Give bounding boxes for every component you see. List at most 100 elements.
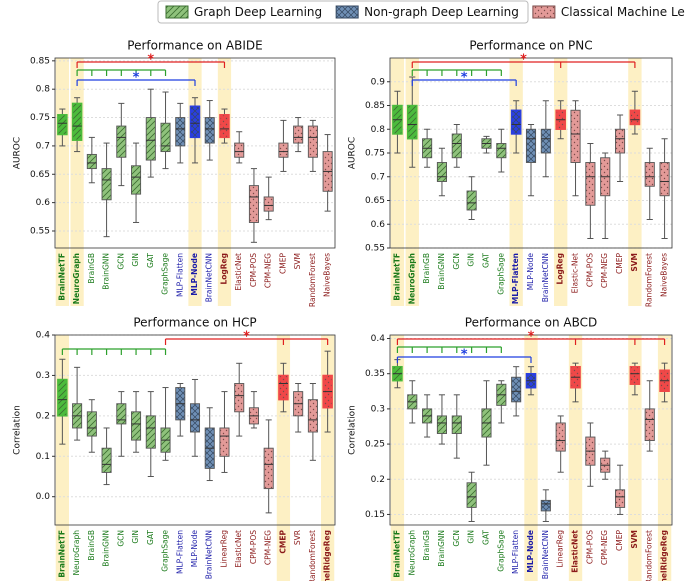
box	[248, 185, 259, 223]
x-tick-label: BrainGNN	[102, 253, 111, 290]
box	[145, 117, 156, 161]
chart-title: Performance on HCP	[133, 316, 256, 330]
y-axis-label: Correlation	[348, 405, 358, 455]
x-tick-label: CPM-POS	[585, 530, 594, 564]
x-tick-label: BrainNetTF	[392, 530, 401, 578]
x-tick-label: CPM-POS	[585, 253, 594, 287]
box	[466, 482, 477, 508]
x-tick-label: GraphSage	[161, 253, 170, 295]
x-tick-label: NaiveBayes	[323, 253, 332, 297]
plot-frame	[54, 57, 336, 249]
y-tick-label: 0.4	[371, 334, 386, 344]
box	[629, 109, 641, 126]
x-tick-label: GCN	[116, 530, 125, 547]
x-tick-label: BrainNetCNN	[205, 253, 214, 302]
x-tick-label: BrainGB	[422, 253, 431, 284]
box	[436, 415, 447, 434]
highlight-band	[390, 335, 405, 581]
box	[629, 365, 641, 385]
y-axis-label: AUROC	[13, 137, 23, 169]
box	[525, 128, 537, 163]
y-tick-label: 0.0	[36, 492, 51, 502]
x-tick-label: NeuroGraph	[407, 253, 416, 304]
x-tick-label: Elastic-Net	[571, 253, 580, 293]
box	[57, 114, 68, 136]
chart-title: Performance on ABIDE	[127, 39, 262, 53]
y-axis-label: AUROC	[348, 137, 358, 169]
x-tick-label: ElasticNet	[571, 530, 580, 573]
box	[71, 102, 83, 141]
y-tick-label: 0.75	[365, 149, 385, 159]
x-tick-label: SVM	[630, 253, 639, 272]
x-tick-label: GIN	[467, 253, 476, 267]
x-tick-label: LinearReg	[219, 530, 228, 568]
box	[540, 499, 551, 512]
x-tick-label: CPM-NEG	[264, 253, 273, 288]
box	[234, 383, 245, 413]
box	[540, 128, 551, 154]
box	[101, 447, 112, 473]
box	[644, 408, 655, 442]
chart-title: Performance on ABCD	[465, 316, 597, 330]
box	[451, 133, 462, 159]
y-axis-label: Correlation	[13, 405, 23, 455]
x-tick-label: GraphSage	[161, 530, 170, 572]
significance-label: *	[461, 348, 468, 363]
box	[436, 162, 447, 182]
significance-label: *	[528, 330, 535, 345]
x-tick-label: GAT	[146, 253, 155, 268]
box	[131, 165, 142, 195]
significance-label: *	[520, 53, 527, 68]
box	[406, 104, 418, 140]
box	[615, 489, 626, 508]
box	[307, 399, 318, 433]
x-tick-label: LogReg	[556, 253, 565, 285]
y-tick-label: 0.3	[371, 404, 385, 414]
x-tick-label: SVM	[630, 530, 639, 549]
x-tick-label: GIN	[131, 253, 140, 267]
x-tick-label: CPM-NEG	[264, 530, 273, 565]
x-tick-label: CMEP	[278, 253, 287, 274]
legend-swatch	[532, 5, 556, 19]
x-tick-label: BrainNetTF	[57, 530, 66, 578]
highlight-band	[628, 335, 642, 581]
x-tick-label: NeuroGraph	[72, 530, 81, 576]
box	[189, 105, 201, 139]
box	[116, 403, 127, 425]
y-tick-label: 0.55	[365, 244, 385, 254]
x-tick-label: GAT	[481, 253, 490, 268]
box	[234, 142, 245, 158]
x-tick-label: BrainGB	[87, 253, 96, 284]
y-tick-label: 0.7	[371, 172, 385, 182]
x-tick-label: GAT	[481, 530, 490, 545]
x-tick-label: RandomForest	[308, 253, 317, 307]
x-tick-label: BrainNetTF	[57, 253, 66, 301]
x-tick-label: BrainGB	[422, 530, 431, 561]
box	[86, 411, 97, 437]
box	[293, 125, 304, 144]
box	[131, 411, 142, 441]
box	[204, 117, 215, 144]
x-tick-label: BrainGB	[87, 530, 96, 561]
y-tick-label: 0.8	[371, 125, 386, 135]
x-tick-label: NeuroGraph	[407, 530, 416, 576]
y-tick-label: 0.25	[365, 440, 385, 450]
y-tick-label: 0.9	[371, 77, 386, 87]
x-tick-label: BrainNetCNN	[541, 253, 550, 302]
y-tick-label: 0.85	[365, 101, 385, 111]
x-tick-label: GraphSage	[496, 530, 505, 572]
x-tick-label: CMEP	[278, 530, 287, 554]
x-tick-label: NeuroGraph	[72, 253, 81, 304]
y-tick-label: 0.3	[36, 371, 50, 381]
plot-frame	[389, 57, 673, 249]
box	[86, 153, 97, 170]
box	[570, 109, 581, 163]
x-tick-label: MLP-Node	[526, 530, 535, 573]
x-tick-label: LinearReg	[556, 530, 565, 568]
box	[101, 168, 112, 201]
x-tick-label: NaiveBayes	[660, 253, 669, 297]
x-tick-label: BrainNetTF	[392, 253, 401, 301]
box	[175, 117, 186, 147]
significance-label: *	[461, 71, 468, 86]
